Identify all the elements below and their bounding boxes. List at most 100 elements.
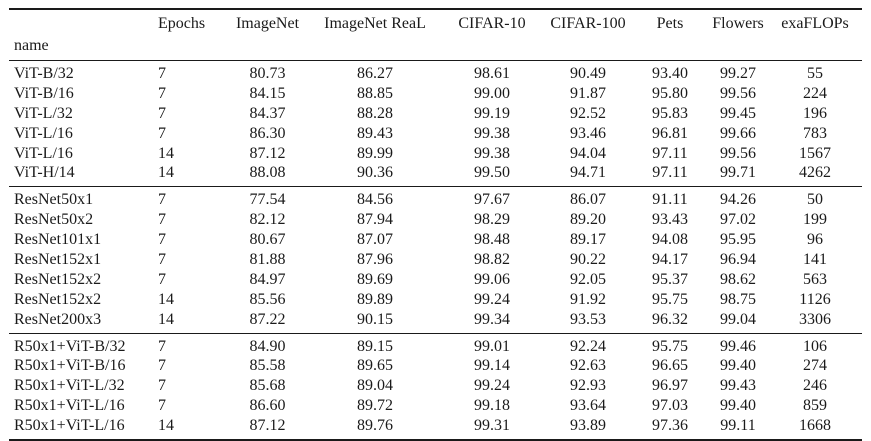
column-header-flowers: Flowers bbox=[712, 15, 764, 32]
value-cell: 14 bbox=[158, 417, 174, 435]
column-header-imagenet-real: ImageNet ReaL bbox=[324, 15, 426, 32]
value-cell: 95.75 bbox=[652, 290, 688, 308]
value-cell: 97.11 bbox=[652, 164, 688, 182]
value-cell: 93.40 bbox=[652, 64, 688, 82]
model-group-resnet-models: ResNet50x1 7 77.54 84.56 97.67 86.07 91.11 94.2… bbox=[9, 186, 862, 333]
model-name-cell: ViT-H/14 bbox=[14, 164, 75, 182]
value-cell: 86.60 bbox=[249, 397, 286, 415]
value-cell: 92.24 bbox=[570, 337, 606, 355]
table-row: ViT-L/16 7 86.30 89.43 99.38 93.46 96.81 99.66 7… bbox=[9, 124, 862, 144]
model-name-cell: R50x1+ViT-L/16 bbox=[14, 417, 125, 435]
value-cell: 7 bbox=[158, 357, 166, 375]
header-row: name Epochs ImageNet ImageNet ReaL CIFAR-10… bbox=[9, 9, 862, 61]
value-cell: 14 bbox=[158, 290, 174, 308]
value-cell: 1126 bbox=[799, 290, 831, 308]
value-cell: 87.07 bbox=[357, 231, 393, 249]
value-cell: 99.71 bbox=[720, 164, 756, 182]
value-cell: 99.11 bbox=[720, 417, 756, 435]
value-cell: 88.85 bbox=[357, 84, 393, 102]
value-cell: 99.50 bbox=[474, 164, 510, 182]
value-cell: 859 bbox=[803, 397, 827, 415]
value-cell: 99.43 bbox=[720, 377, 756, 395]
table-row: R50x1+ViT-L/16 7 86.60 89.72 99.18 93.64 97.03… bbox=[9, 396, 862, 416]
value-cell: 93.46 bbox=[570, 124, 606, 142]
value-cell: 99.38 bbox=[474, 124, 510, 142]
value-cell: 88.28 bbox=[357, 104, 393, 122]
value-cell: 89.15 bbox=[357, 337, 393, 355]
column-header-exaflops: exaFLOPs bbox=[781, 15, 849, 32]
value-cell: 93.53 bbox=[570, 310, 606, 328]
value-cell: 84.90 bbox=[249, 337, 286, 355]
value-cell: 14 bbox=[158, 164, 174, 182]
value-cell: 94.71 bbox=[570, 164, 606, 182]
value-cell: 84.37 bbox=[249, 104, 286, 122]
value-cell: 14 bbox=[158, 310, 174, 328]
value-cell: 95.95 bbox=[720, 231, 756, 249]
value-cell: 84.97 bbox=[249, 270, 286, 288]
value-cell: 98.62 bbox=[720, 270, 756, 288]
value-cell: 563 bbox=[803, 270, 827, 288]
value-cell: 99.56 bbox=[720, 84, 756, 102]
value-cell: 99.14 bbox=[474, 357, 510, 375]
value-cell: 274 bbox=[803, 357, 827, 375]
value-cell: 99.00 bbox=[474, 84, 510, 102]
value-cell: 99.24 bbox=[474, 377, 510, 395]
value-cell: 89.65 bbox=[357, 357, 393, 375]
value-cell: 7 bbox=[158, 270, 166, 288]
model-name-cell: ViT-B/32 bbox=[14, 64, 74, 82]
model-name-cell: ViT-L/16 bbox=[14, 144, 73, 162]
value-cell: 89.17 bbox=[570, 231, 606, 249]
value-cell: 99.40 bbox=[720, 357, 756, 375]
value-cell: 86.07 bbox=[570, 191, 606, 209]
value-cell: 95.75 bbox=[652, 337, 688, 355]
value-cell: 93.43 bbox=[652, 211, 688, 229]
value-cell: 92.05 bbox=[570, 270, 606, 288]
value-cell: 99.31 bbox=[474, 417, 510, 435]
value-cell: 196 bbox=[803, 104, 827, 122]
value-cell: 87.22 bbox=[249, 310, 286, 328]
value-cell: 1668 bbox=[799, 417, 831, 435]
value-cell: 85.58 bbox=[249, 357, 286, 375]
value-cell: 96.65 bbox=[652, 357, 688, 375]
value-cell: 81.88 bbox=[249, 250, 286, 268]
value-cell: 7 bbox=[158, 84, 166, 102]
value-cell: 99.06 bbox=[474, 270, 510, 288]
model-name-cell: ResNet152x2 bbox=[14, 290, 102, 308]
value-cell: 84.56 bbox=[357, 191, 393, 209]
table-row: R50x1+ViT-B/32 7 84.90 89.15 99.01 92.24 95.75… bbox=[9, 333, 862, 356]
value-cell: 199 bbox=[803, 211, 827, 229]
value-cell: 86.27 bbox=[357, 64, 393, 82]
value-cell: 91.11 bbox=[652, 191, 688, 209]
value-cell: 99.18 bbox=[474, 397, 510, 415]
table-row: ViT-B/32 7 80.73 86.27 98.61 90.49 93.40 99.27 5… bbox=[9, 61, 862, 84]
table-row: ResNet152x2 7 84.97 89.69 99.06 92.05 95.37 98.… bbox=[9, 270, 862, 290]
value-cell: 7 bbox=[158, 337, 166, 355]
table-row: R50x1+ViT-B/16 7 85.58 89.65 99.14 92.63 96.65… bbox=[9, 356, 862, 376]
value-cell: 94.08 bbox=[652, 231, 688, 249]
value-cell: 89.72 bbox=[357, 397, 393, 415]
value-cell: 97.02 bbox=[720, 211, 756, 229]
value-cell: 224 bbox=[803, 84, 827, 102]
model-name-cell: ResNet152x1 bbox=[14, 250, 102, 268]
value-cell: 82.12 bbox=[249, 211, 286, 229]
model-name-cell: ResNet101x1 bbox=[14, 231, 102, 249]
value-cell: 7 bbox=[158, 64, 166, 82]
value-cell: 97.67 bbox=[474, 191, 510, 209]
value-cell: 95.83 bbox=[652, 104, 688, 122]
value-cell: 96.32 bbox=[652, 310, 688, 328]
value-cell: 98.75 bbox=[720, 290, 756, 308]
value-cell: 92.52 bbox=[570, 104, 606, 122]
table-row: ViT-B/16 7 84.15 88.85 99.00 91.87 95.80 99.56 2… bbox=[9, 84, 862, 104]
value-cell: 97.03 bbox=[652, 397, 688, 415]
value-cell: 96 bbox=[807, 231, 823, 249]
table-row: ViT-H/14 14 88.08 90.36 99.50 94.71 97.11 99.71… bbox=[9, 163, 862, 186]
value-cell: 87.96 bbox=[357, 250, 393, 268]
value-cell: 99.38 bbox=[474, 144, 510, 162]
value-cell: 80.73 bbox=[249, 64, 286, 82]
value-cell: 1567 bbox=[799, 144, 831, 162]
table-row: ViT-L/16 14 87.12 89.99 99.38 94.04 97.11 99.56… bbox=[9, 144, 862, 164]
table-row: ViT-L/32 7 84.37 88.28 99.19 92.52 95.83 99.45 1… bbox=[9, 104, 862, 124]
results-table: name Epochs ImageNet ImageNet ReaL CIFAR-10… bbox=[9, 8, 862, 441]
table-row: R50x1+ViT-L/32 7 85.68 89.04 99.24 92.93 96.97… bbox=[9, 376, 862, 396]
